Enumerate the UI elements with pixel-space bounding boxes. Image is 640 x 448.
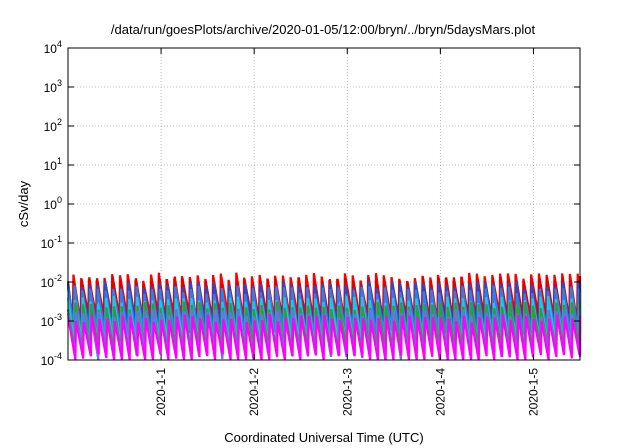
y-axis-label: cSv/day xyxy=(16,180,31,227)
y-tick-label: 10-4 xyxy=(41,351,62,368)
y-tick-label: 103 xyxy=(44,78,62,95)
series-line xyxy=(67,314,582,361)
y-tick-label: 10-3 xyxy=(41,312,62,329)
x-tick-label: 2020-1-5 xyxy=(526,368,540,416)
y-tick-label: 10-1 xyxy=(41,234,62,251)
y-tick-label: 104 xyxy=(44,39,62,56)
x-tick-label: 2020-1-3 xyxy=(340,368,354,416)
x-tick-label: 2020-1-2 xyxy=(247,368,261,416)
x-axis-ticks: 2020-1-1 2020-1-2 2020-1-3 2020-1-4 2020-1-5 xyxy=(154,48,540,416)
series-lines xyxy=(66,272,582,361)
y-axis-ticks: 104 103 102 101 100 10-1 10-2 10-3 10-4 xyxy=(41,39,580,368)
y-tick-label: 10-2 xyxy=(41,273,62,290)
x-tick-label: 2020-1-1 xyxy=(154,368,168,416)
y-tick-label: 100 xyxy=(44,195,62,212)
chart-title: /data/run/goesPlots/archive/2020-01-05/1… xyxy=(111,22,536,37)
y-tick-label: 102 xyxy=(44,117,62,134)
x-axis-label: Coordinated Universal Time (UTC) xyxy=(224,430,423,445)
y-tick-label: 101 xyxy=(44,156,62,173)
x-tick-label: 2020-1-4 xyxy=(433,368,447,416)
